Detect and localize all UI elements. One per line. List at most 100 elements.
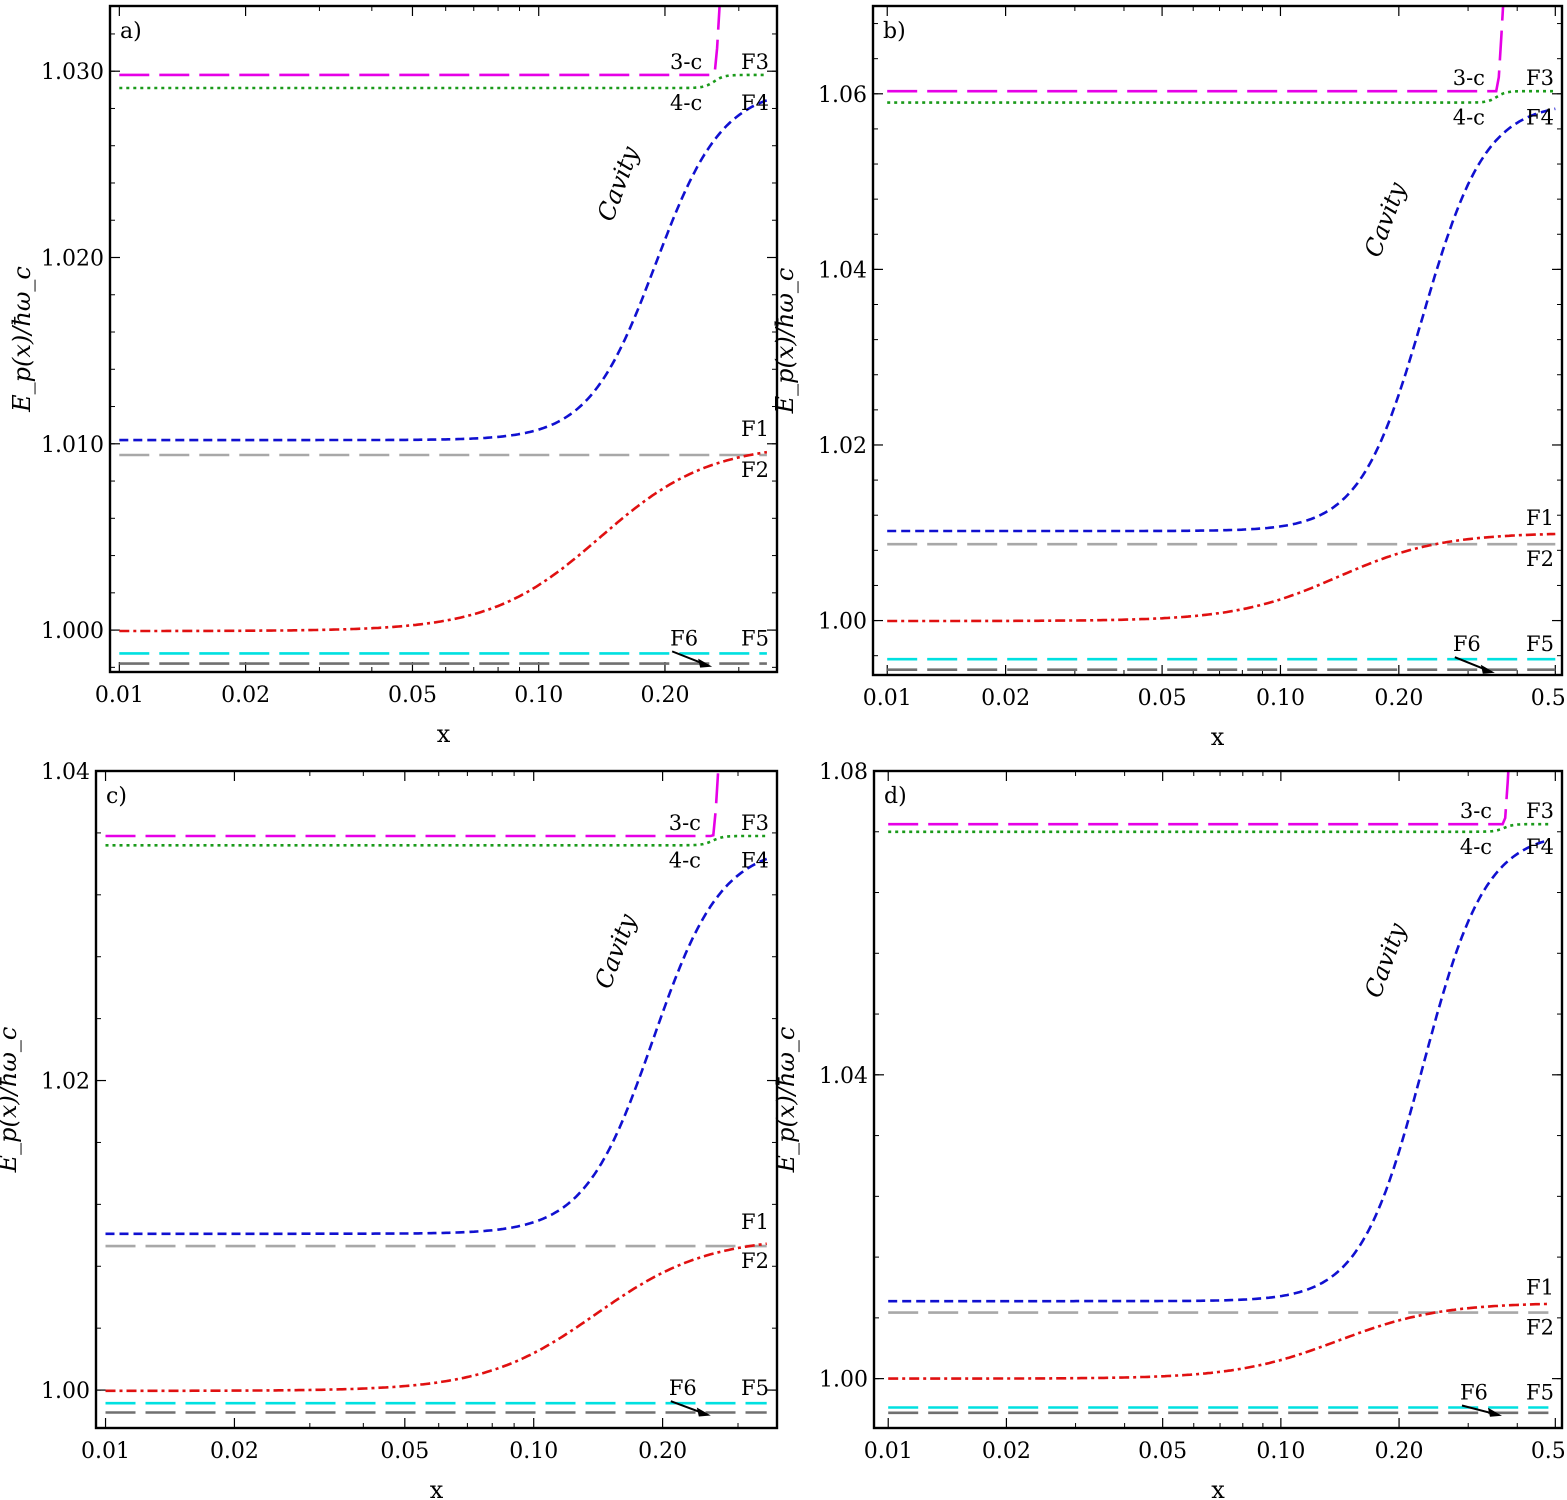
label-F6: F6 [670, 626, 698, 650]
curve-labels: F3 F4 F1 F2 F5 3-c 4-c F6 Cavity [1359, 66, 1554, 674]
curve-labels: F3 F4 F1 F2 F5 3-c 4-c F6 Cavity [589, 811, 769, 1417]
x-tick-label: 0.50 [1531, 1439, 1567, 1464]
label-F2: F2 [741, 1249, 769, 1273]
curve-labels: F3 F4 F1 F2 F5 3-c 4-c F6 Cavity [592, 50, 769, 668]
series-F1 [119, 450, 768, 633]
label-3c: 3-c [669, 811, 701, 835]
x-tick-label: 0.01 [864, 1439, 913, 1464]
curves [105, 771, 768, 1414]
x-tick-label: 0.05 [1138, 686, 1187, 711]
label-cavity: Cavity [1359, 919, 1412, 1001]
series-F1 [105, 1242, 767, 1393]
x-tick-label: 0.01 [81, 1439, 130, 1464]
label-F1: F1 [741, 417, 769, 441]
y-tick-label: 1.00 [819, 1368, 868, 1393]
F6-arrowhead [1487, 1407, 1502, 1417]
y-tick-label: 1.04 [818, 258, 867, 283]
label-3c: 3-c [670, 50, 702, 74]
y-tick-label: 1.04 [819, 1064, 868, 1089]
x-tick-label: 0.20 [1375, 1439, 1424, 1464]
y-axis-label: E_p(x)/ħω_c [771, 268, 799, 415]
x-tick-label: 0.10 [509, 1439, 558, 1464]
x-tick-label: 0.02 [981, 686, 1030, 711]
label-F4: F4 [741, 848, 769, 872]
plot-frame [872, 769, 1564, 1430]
curves [888, 771, 1549, 1415]
label-F5: F5 [741, 1376, 769, 1400]
series-3c [105, 771, 720, 838]
label-F4: F4 [1526, 106, 1554, 130]
label-F5: F5 [1526, 632, 1554, 656]
label-4c: 4-c [1453, 106, 1485, 130]
label-3c: 3-c [1453, 66, 1485, 90]
F6-arrowhead [696, 1407, 711, 1417]
series-cavity [888, 839, 1549, 1303]
panel-c: 0.01 0.02 0.05 0.10 0.20 1.00 1.02 1.04 F3 F4 F1 F2… [0, 760, 779, 1500]
label-F6: F6 [1453, 632, 1481, 656]
label-F6: F6 [669, 1376, 697, 1400]
x-tick-label: 0.01 [95, 683, 144, 708]
panel-label: c) [106, 784, 127, 809]
x-axis-label: x [430, 1476, 444, 1500]
curves [119, 6, 768, 665]
series-F3 [887, 89, 1556, 104]
label-F4: F4 [741, 91, 769, 115]
x-axis-label: x [437, 720, 451, 748]
label-F1: F1 [1526, 506, 1554, 530]
series-F3 [888, 822, 1549, 834]
ticks: 0.01 0.02 0.05 0.10 0.20 1.00 1.02 1.04 [41, 760, 777, 1464]
label-F3: F3 [741, 50, 769, 74]
x-axis-label: x [1211, 1476, 1225, 1500]
series-3c [887, 6, 1505, 93]
ticks: 0.01 0.02 0.05 0.10 0.20 0.50 1.00 1.04 1.08 [819, 760, 1567, 1464]
series-F3 [119, 73, 767, 90]
label-F2: F2 [1526, 547, 1554, 571]
series-cavity [887, 107, 1556, 533]
x-tick-label: 0.02 [982, 1439, 1031, 1464]
y-tick-label: 1.02 [818, 434, 867, 459]
series-F1 [888, 1302, 1549, 1380]
x-tick-label: 0.20 [640, 683, 689, 708]
series-cavity [119, 99, 768, 442]
x-axis-label: x [1211, 723, 1225, 751]
y-tick-label: 1.000 [41, 619, 104, 644]
x-tick-label: 0.50 [1531, 686, 1567, 711]
label-F2: F2 [1526, 1316, 1554, 1340]
label-F4: F4 [1526, 835, 1554, 859]
x-tick-label: 0.02 [210, 1439, 259, 1464]
y-tick-label: 1.030 [41, 60, 104, 85]
ticks: 0.01 0.02 0.05 0.10 0.20 1.000 1.010 1.020 1.030 [41, 6, 777, 708]
series-cavity [105, 857, 768, 1236]
x-tick-label: 0.02 [221, 683, 270, 708]
F6-arrowhead [698, 658, 713, 668]
label-cavity: Cavity [1359, 178, 1412, 260]
y-axis-label: E_p(x)/ħω_c [0, 1027, 22, 1174]
panel-a: 0.01 0.02 0.05 0.10 0.20 1.000 1.010 1.020 1.030… [8, 4, 779, 748]
label-F3: F3 [741, 811, 769, 835]
plot-frame [94, 769, 779, 1430]
label-3c: 3-c [1460, 799, 1492, 823]
panel-label: a) [120, 19, 142, 44]
y-axis-label: E_p(x)/ħω_c [8, 266, 36, 413]
label-4c: 4-c [1460, 835, 1492, 859]
y-tick-label: 1.00 [41, 1379, 90, 1404]
series-F3 [105, 834, 767, 847]
label-F1: F1 [741, 1210, 769, 1234]
y-axis-label: E_p(x)/ħω_c [772, 1027, 800, 1174]
label-F6: F6 [1460, 1380, 1488, 1404]
curves [887, 6, 1556, 672]
panel-d: 0.01 0.02 0.05 0.10 0.20 0.50 1.00 1.04 1.08 F3 F4… [772, 760, 1567, 1500]
y-tick-label: 1.08 [819, 760, 868, 785]
label-F5: F5 [1526, 1380, 1554, 1404]
x-tick-label: 0.10 [1256, 686, 1305, 711]
x-tick-label: 0.05 [380, 1439, 429, 1464]
F6-arrowhead [1480, 664, 1495, 674]
x-tick-label: 0.01 [863, 686, 912, 711]
panel-label: d) [884, 784, 907, 809]
label-F2: F2 [741, 458, 769, 482]
series-F1 [887, 532, 1556, 623]
y-tick-label: 1.06 [818, 83, 867, 108]
y-tick-label: 1.04 [41, 760, 90, 785]
x-tick-label: 0.05 [388, 683, 437, 708]
